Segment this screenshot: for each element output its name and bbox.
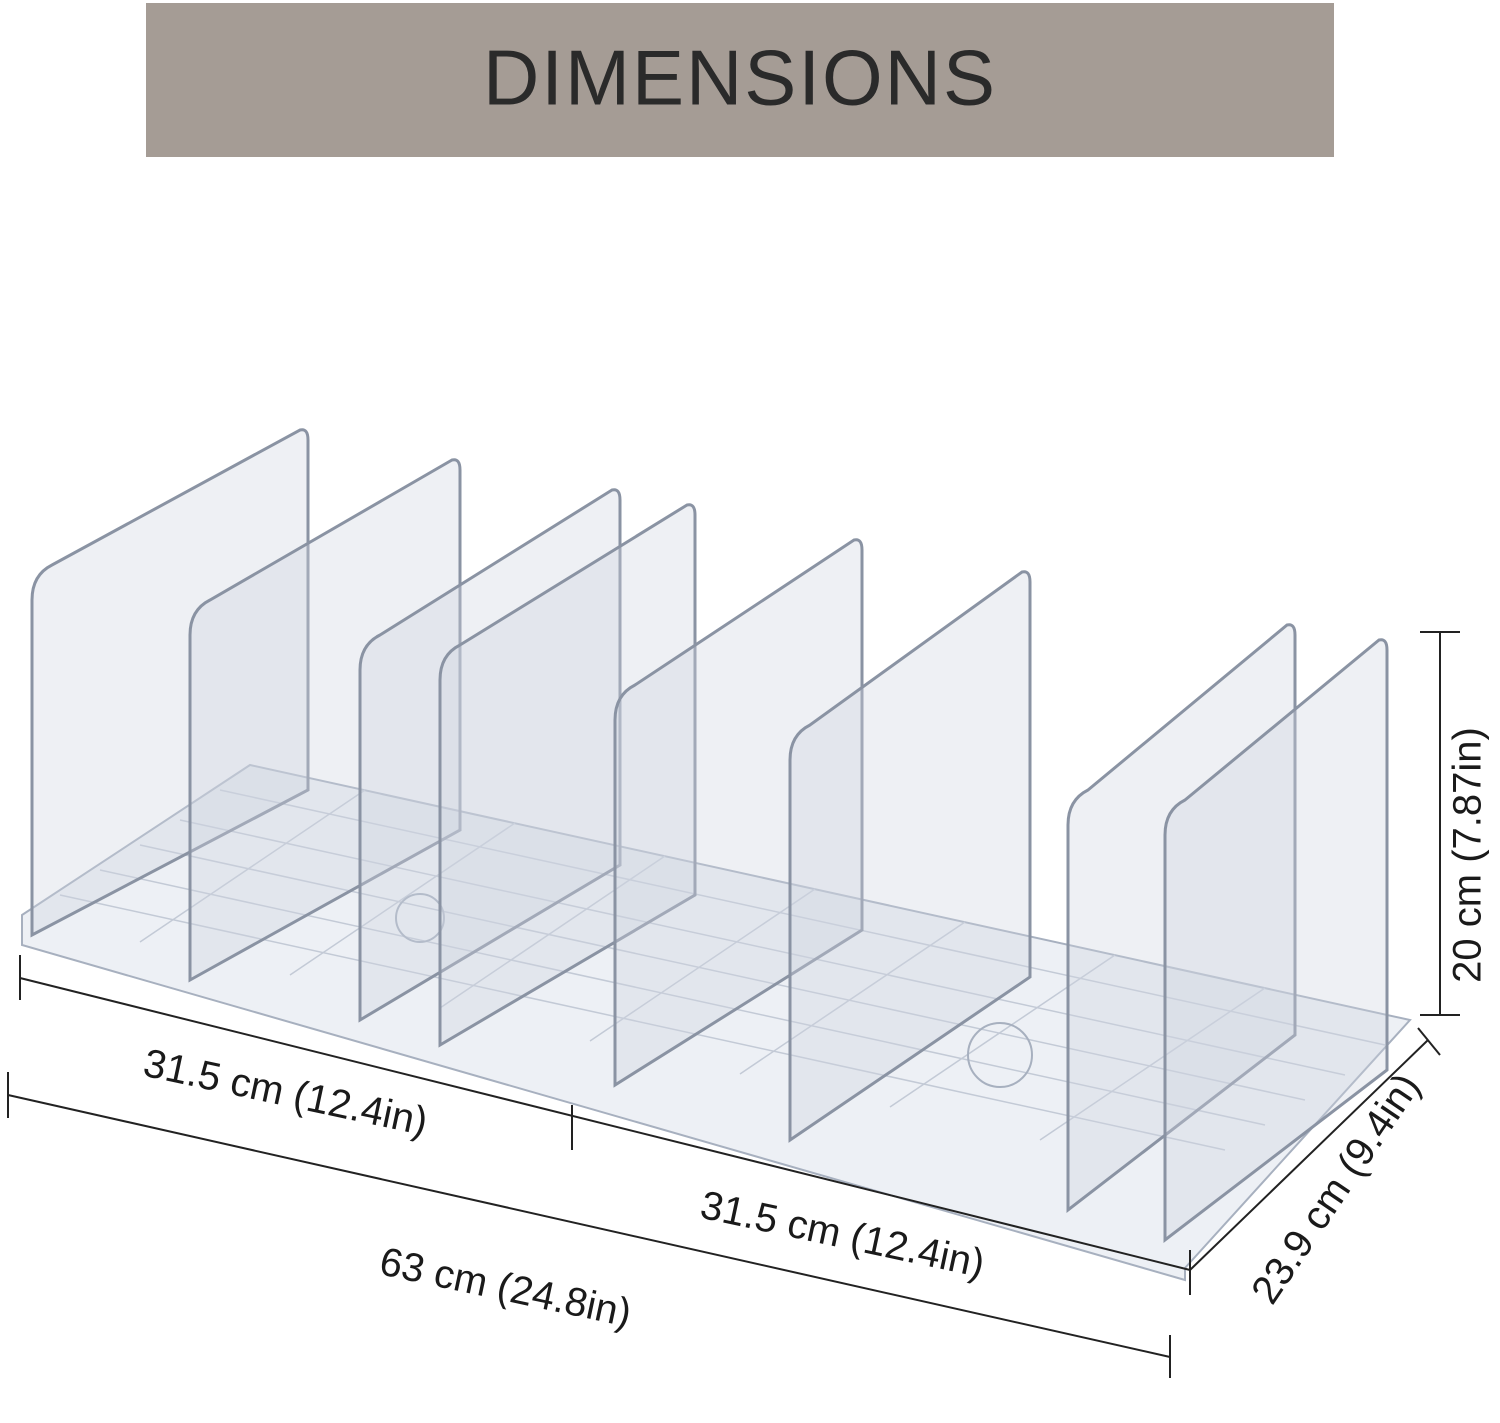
- title: DIMENSIONS: [483, 34, 997, 122]
- left-length-label: 31.5 cm (12.4in): [140, 1041, 432, 1144]
- dividers: [30, 428, 1389, 1244]
- height-label: 20 cm (7.87in): [1446, 727, 1490, 983]
- dimension-lines: [7, 631, 1460, 1378]
- title-banner: [146, 3, 1334, 157]
- total-length-label: 63 cm (24.8in): [376, 1240, 635, 1336]
